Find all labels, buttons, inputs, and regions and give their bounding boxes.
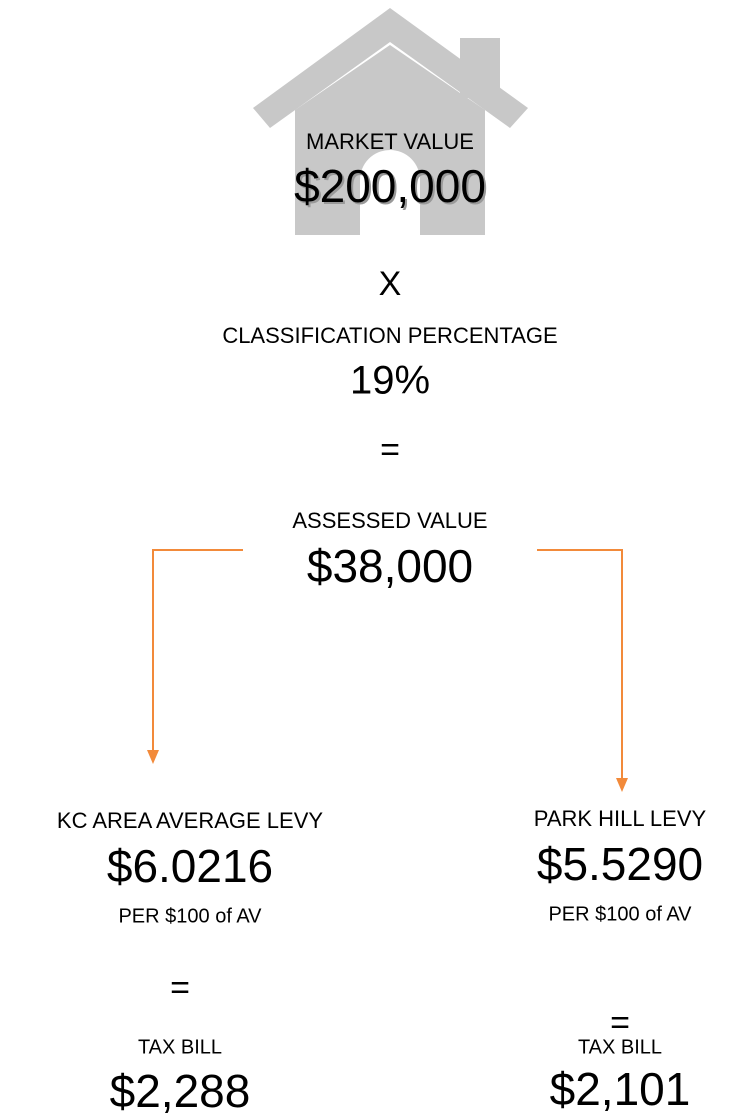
house-icon	[253, 8, 528, 235]
branch-label: PARK HILL LEVY	[534, 806, 707, 831]
left-arrow	[152, 549, 243, 752]
branch-label: KC AREA AVERAGE LEVY	[57, 808, 323, 833]
tax-bill-value: $2,101	[550, 1063, 691, 1115]
branch-unit: PER $100 of AV	[118, 905, 262, 927]
market-value-shadow: $200,000	[296, 162, 488, 214]
house-body	[295, 45, 485, 235]
branch-value: $5.5290	[537, 838, 703, 890]
arrows	[152, 549, 623, 780]
assessed-label: ASSESSED VALUE	[292, 508, 487, 533]
branch-unit: PER $100 of AV	[548, 903, 692, 925]
market-label: MARKET VALUE	[306, 129, 474, 154]
branch-value: $6.0216	[107, 840, 273, 892]
tax-bill-value: $2,288	[110, 1065, 251, 1117]
tax-bill-label: TAX BILL	[138, 1036, 222, 1058]
branch-operator: =	[170, 969, 190, 1007]
multiply-operator: X	[379, 265, 402, 303]
right-arrow	[537, 549, 623, 780]
classification-label: CLASSIFICATION PERCENTAGE	[222, 323, 557, 348]
tax-bill-label: TAX BILL	[578, 1036, 662, 1058]
roof	[253, 8, 528, 128]
right-arrowhead	[616, 778, 628, 792]
branch-operator: =	[610, 1004, 630, 1042]
market-value: $200,000	[294, 160, 486, 212]
assessed-value: $38,000	[307, 540, 473, 592]
left-arrowhead	[147, 750, 159, 764]
classification-value: 19%	[350, 359, 430, 403]
equals-operator: =	[380, 431, 400, 469]
